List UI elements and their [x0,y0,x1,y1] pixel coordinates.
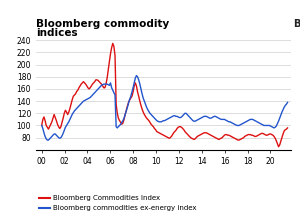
Text: indices: indices [36,28,78,39]
Text: Bloomberg commodity: Bloomberg commodity [36,19,169,29]
Legend: Bloomberg Commodities Index, Bloomberg commodities ex-energy index: Bloomberg Commodities Index, Bloomberg c… [40,195,196,211]
Text: BD: BD [294,19,300,29]
